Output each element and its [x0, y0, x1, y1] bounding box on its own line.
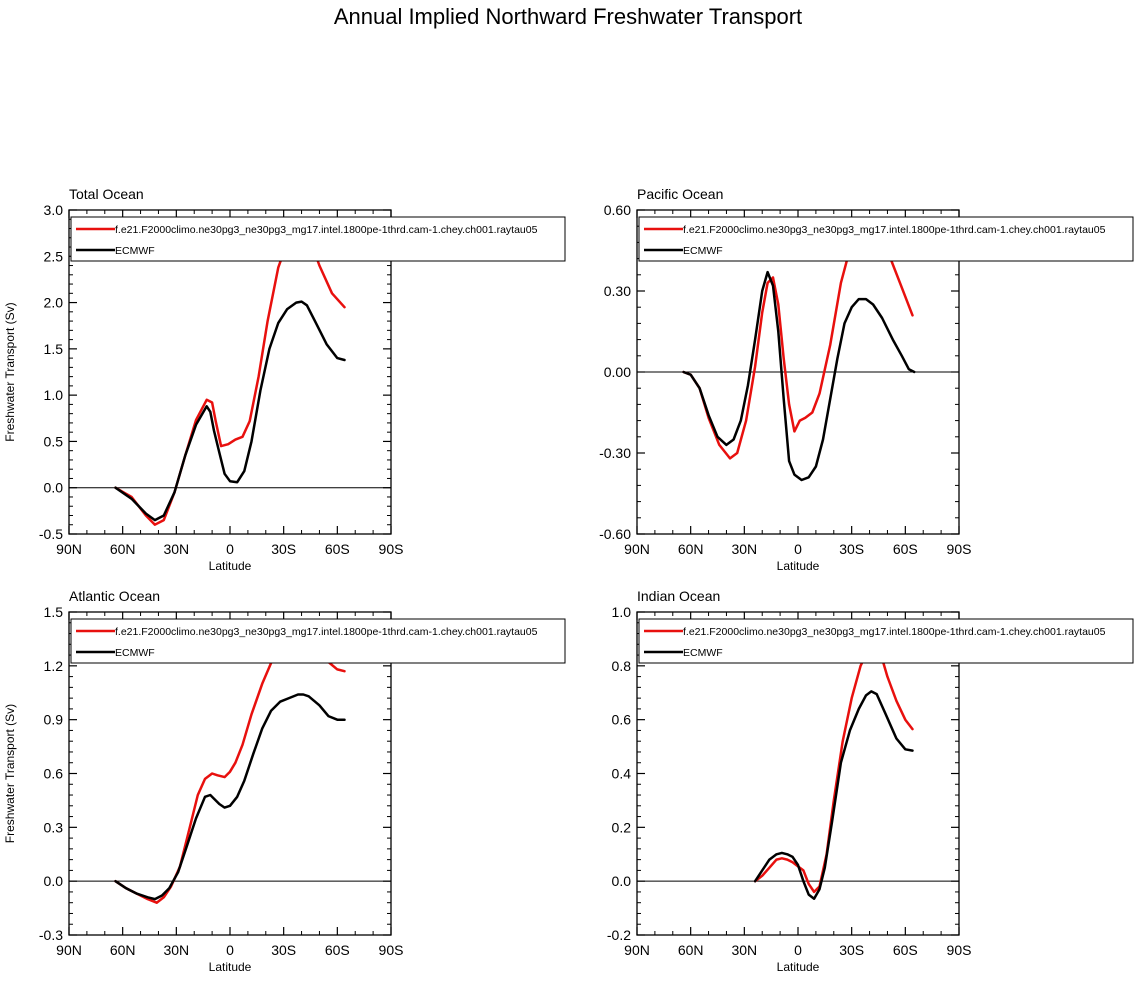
y-tick-label: 0.0 — [44, 873, 64, 889]
y-tick-label: 0.3 — [44, 819, 64, 835]
ecmwf-series-line — [753, 690, 914, 900]
x-tick-label: 30S — [839, 942, 864, 958]
y-tick-label: 0.4 — [612, 766, 632, 782]
y-tick-label: 0.30 — [604, 283, 631, 299]
panel-indian-ocean: Indian Ocean 90N 60N 30N 0 30S 60S 90S -0.2 0.0 0.… — [607, 588, 1134, 974]
y-tick-label: 0.6 — [612, 712, 632, 728]
x-tick-label: 0 — [794, 942, 802, 958]
legend-label: f.e21.F2000climo.ne30pg3_ne30pg3_mg17.in… — [683, 224, 1106, 236]
x-tick-label: 90S — [379, 942, 404, 958]
y-tick-label: 0.8 — [612, 658, 632, 674]
y-tick-label: 1.5 — [44, 341, 64, 357]
y-tick-label: 2.5 — [44, 248, 64, 264]
y-tick-label: 0.6 — [44, 766, 64, 782]
panel-pacific-ocean: Pacific Ocean 90N 60N 30N 0 30S 60S 90S -0.60 -0.… — [599, 186, 1134, 573]
x-tick-label: 60S — [893, 541, 918, 557]
legend-box — [70, 618, 566, 664]
legend-box — [70, 216, 566, 262]
x-axis-label: Latitude — [777, 960, 820, 974]
y-tick-label: 0.0 — [612, 873, 632, 889]
y-tick-label: -0.30 — [599, 445, 631, 461]
y-tick-label: -0.5 — [39, 526, 63, 542]
x-tick-label: 60N — [110, 942, 136, 958]
x-tick-label: 90N — [624, 541, 650, 557]
y-tick-label: 0.0 — [44, 480, 64, 496]
y-tick-label: 3.0 — [44, 202, 64, 218]
x-tick-label: 90N — [56, 942, 82, 958]
panel-title: Indian Ocean — [637, 588, 720, 604]
legend-label: ECMWF — [683, 647, 723, 659]
panel-title: Pacific Ocean — [637, 186, 723, 202]
x-tick-label: 30S — [839, 541, 864, 557]
x-tick-label: 30N — [163, 942, 189, 958]
panel-title: Total Ocean — [69, 186, 144, 202]
legend: f.e21.F2000climo.ne30pg3_ne30pg3_mg17.in… — [638, 618, 1134, 664]
model-series-line — [114, 632, 346, 904]
legend-label: ECMWF — [115, 245, 155, 257]
x-tick-label: 30N — [731, 942, 757, 958]
x-axis-label: Latitude — [777, 559, 820, 573]
x-tick-label: 90S — [947, 541, 972, 557]
x-tick-label: 60N — [678, 942, 704, 958]
legend-label: f.e21.F2000climo.ne30pg3_ne30pg3_mg17.in… — [115, 626, 538, 638]
x-tick-label: 90S — [379, 541, 404, 557]
x-tick-label: 0 — [226, 541, 234, 557]
legend-label: f.e21.F2000climo.ne30pg3_ne30pg3_mg17.in… — [683, 626, 1106, 638]
x-tick-label: 90N — [56, 541, 82, 557]
x-tick-label: 30N — [731, 541, 757, 557]
y-tick-label: 1.0 — [612, 604, 632, 620]
y-tick-label: -0.60 — [599, 526, 631, 542]
legend: f.e21.F2000climo.ne30pg3_ne30pg3_mg17.in… — [70, 618, 566, 664]
x-tick-label: 60S — [325, 942, 350, 958]
y-tick-label: -0.2 — [607, 927, 631, 943]
y-tick-label: 0.60 — [604, 202, 631, 218]
y-tick-label: 1.5 — [44, 604, 64, 620]
legend-label: f.e21.F2000climo.ne30pg3_ne30pg3_mg17.in… — [115, 224, 538, 236]
y-tick-label: 0.2 — [612, 819, 632, 835]
y-tick-label: 0.9 — [44, 712, 64, 728]
x-tick-label: 60S — [893, 942, 918, 958]
panel-total-ocean: Total Ocean 90N 60N 30N 0 30S 60S 90S -0.5 0.0 0.5… — [3, 186, 566, 573]
y-tick-label: 0.5 — [44, 433, 64, 449]
y-tick-label: -0.3 — [39, 927, 63, 943]
x-tick-label: 90N — [624, 942, 650, 958]
ecmwf-series-line — [114, 693, 346, 901]
ecmwf-series-line — [114, 300, 346, 522]
legend-box — [638, 618, 1134, 664]
x-tick-label: 0 — [794, 541, 802, 557]
y-tick-label: 1.2 — [44, 658, 64, 674]
legend: f.e21.F2000climo.ne30pg3_ne30pg3_mg17.in… — [70, 216, 566, 262]
figure-title: Annual Implied Northward Freshwater Tran… — [334, 4, 802, 29]
x-axis-label: Latitude — [209, 559, 252, 573]
legend-label: ECMWF — [115, 647, 155, 659]
x-tick-label: 60N — [678, 541, 704, 557]
legend-box — [638, 216, 1134, 262]
x-axis-label: Latitude — [209, 960, 252, 974]
x-tick-label: 0 — [226, 942, 234, 958]
legend-label: ECMWF — [683, 245, 723, 257]
x-tick-label: 90S — [947, 942, 972, 958]
panel-title: Atlantic Ocean — [69, 588, 160, 604]
y-tick-label: 0.00 — [604, 364, 631, 380]
x-tick-label: 30S — [271, 541, 296, 557]
x-tick-label: 30S — [271, 942, 296, 958]
y-axis-label: Freshwater Transport (Sv) — [3, 704, 17, 843]
y-tick-label: 2.0 — [44, 295, 64, 311]
x-tick-label: 60S — [325, 541, 350, 557]
y-axis-label: Freshwater Transport (Sv) — [3, 302, 17, 441]
ecmwf-series-line — [682, 270, 916, 482]
x-tick-label: 60N — [110, 541, 136, 557]
y-tick-label: 1.0 — [44, 387, 64, 403]
x-tick-label: 30N — [163, 541, 189, 557]
panel-atlantic-ocean: Atlantic Ocean 90N 60N 30N 0 30S 60S 90S -0.3 0.0… — [3, 588, 566, 974]
legend: f.e21.F2000climo.ne30pg3_ne30pg3_mg17.in… — [638, 216, 1134, 262]
